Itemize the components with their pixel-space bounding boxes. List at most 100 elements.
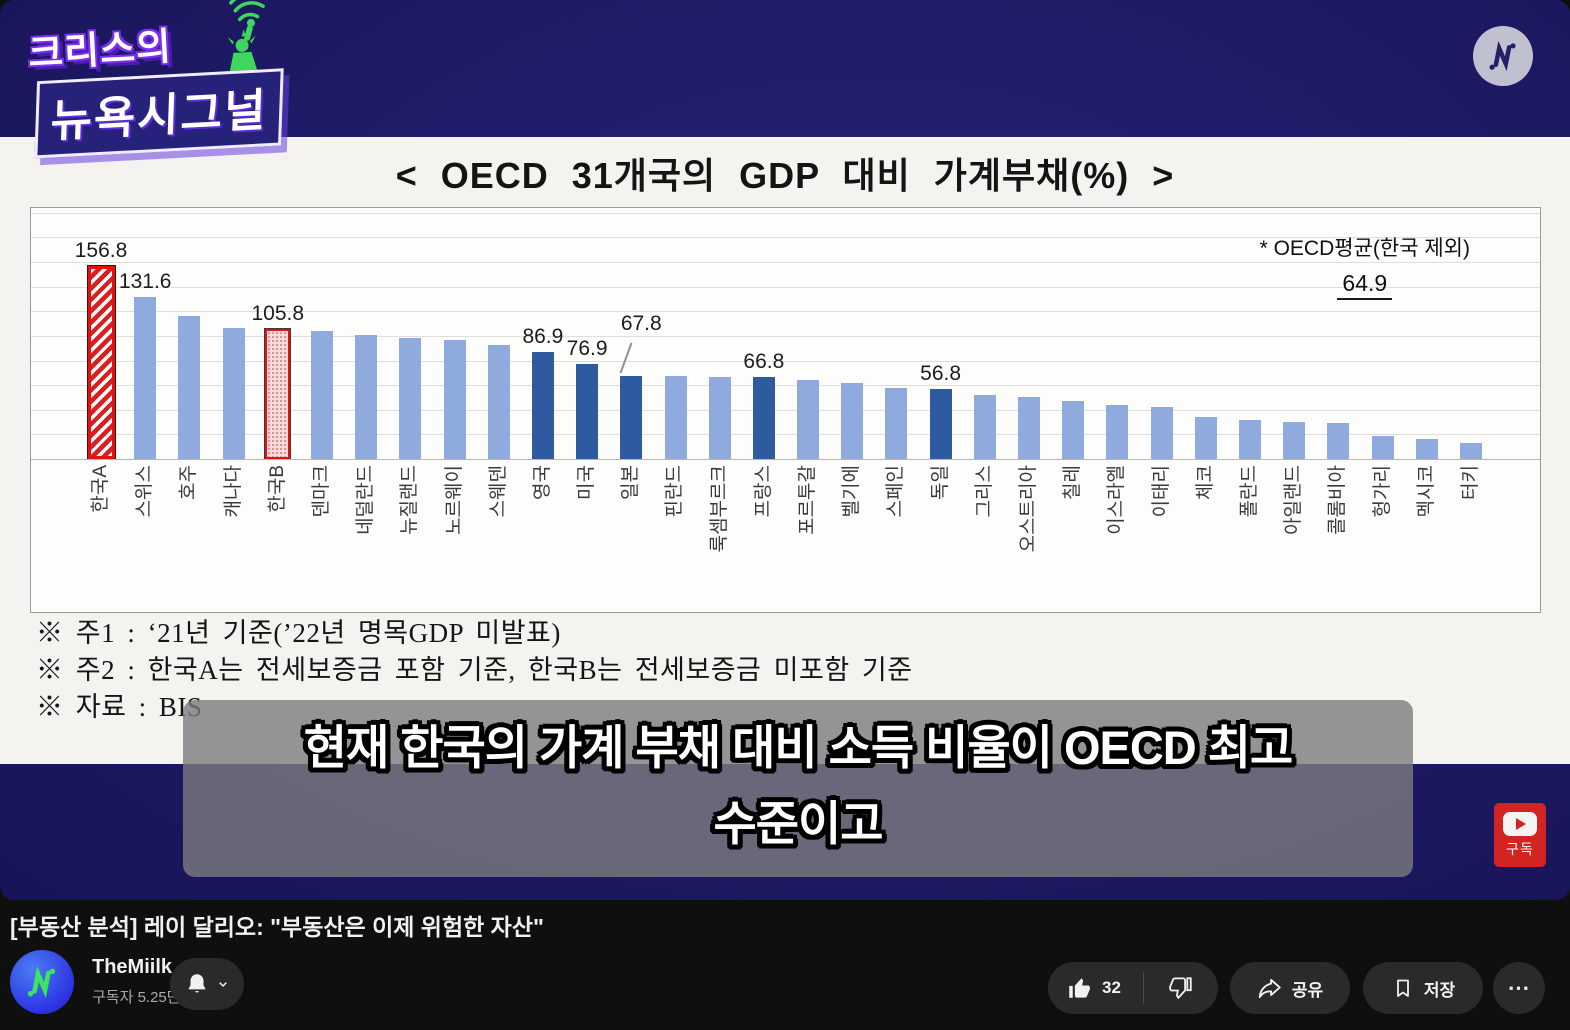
bar-country-label: 벨기에 <box>841 465 863 518</box>
bookmark-icon <box>1391 976 1415 1000</box>
notifications-button[interactable] <box>170 958 244 1010</box>
dislike-button[interactable] <box>1144 962 1218 1014</box>
share-button[interactable]: 공유 <box>1230 962 1350 1014</box>
bar-value-label: 131.6 <box>118 270 172 293</box>
chart-bar-아일랜드 <box>1283 421 1306 459</box>
bar-country-label: 네덜란드 <box>355 465 377 535</box>
bar-country-label: 스웨덴 <box>487 465 509 518</box>
bar-country-label: 한국B <box>266 465 288 513</box>
chart-box: 156.8 한국A 131.6 스위스 호주 캐나다 105.8 한국B 덴마크 네덜란드 뉴질랜드… <box>30 207 1541 613</box>
bar-value-label: 76.9 <box>566 337 608 361</box>
chart-plot-area: 156.8 한국A 131.6 스위스 호주 캐나다 105.8 한국B 덴마크 네덜란드 뉴질랜드… <box>31 208 1540 612</box>
subscribe-watermark-button[interactable]: 구독 <box>1494 803 1546 867</box>
bar-country-label: 일본 <box>620 465 642 500</box>
gridline <box>31 212 1540 214</box>
more-actions-button[interactable]: ⋯ <box>1493 962 1545 1014</box>
like-button[interactable]: 32 <box>1048 962 1143 1014</box>
more-icon: ⋯ <box>1507 975 1531 1000</box>
gridline <box>31 434 1540 436</box>
bar-country-label: 미국 <box>576 465 598 500</box>
bar-country-label: 스페인 <box>885 465 907 518</box>
bar-country-label: 폴란드 <box>1238 465 1260 518</box>
chart-bar-스페인 <box>885 388 908 459</box>
chart-bar-독일 <box>929 389 952 459</box>
bar-country-label: 헝가리 <box>1371 465 1393 518</box>
chart-bar-오스트리아 <box>1018 397 1040 459</box>
bar-country-label: 한국A <box>90 465 111 513</box>
chart-bar-노르웨이 <box>443 339 466 459</box>
chart-bar-벨기에 <box>841 382 864 459</box>
chart-title: < OECD 31개국의 GDP 대비 가계부채(%) > <box>395 155 1175 196</box>
label-leader-line <box>619 342 633 373</box>
chart-bar-이스라엘 <box>1106 404 1129 459</box>
bar-country-label: 콜롬비아 <box>1327 465 1349 535</box>
gridline <box>31 237 1540 239</box>
chart-bar-핀란드 <box>664 375 687 459</box>
x-axis-line <box>31 459 1540 460</box>
caption-overlay: 현재 한국의 가계 부채 대비 소득 비율이 OECD 최고 수준이고 <box>183 700 1413 877</box>
bar-country-label: 그리스 <box>973 465 995 518</box>
bar-country-label: 뉴질랜드 <box>399 465 421 535</box>
bar-country-label: 칠레 <box>1062 465 1084 500</box>
like-dislike-pill: 32 <box>1048 962 1218 1014</box>
save-button[interactable]: 저장 <box>1363 962 1483 1014</box>
chart-bar-일본 <box>620 375 643 459</box>
bar-value-label: 156.8 <box>74 238 128 262</box>
miilk-logo-icon <box>27 966 56 999</box>
chart-bar-콜롬비아 <box>1327 423 1350 459</box>
channel-avatar[interactable] <box>10 950 74 1014</box>
chart-bar-이태리 <box>1150 406 1173 459</box>
chart-bar-프랑스 <box>752 376 775 459</box>
show-logo: 크리스의 뉴욕시그널 <box>27 0 285 159</box>
video-player: 크리스의 뉴욕시그널 <box>0 0 1570 900</box>
bar-country-label: 룩셈부르크 <box>708 465 730 553</box>
chart-bar-미국 <box>576 364 599 459</box>
chart-bar-그리스 <box>973 395 996 459</box>
like-count: 32 <box>1102 978 1121 997</box>
gridline <box>31 409 1540 411</box>
thumb-up-icon <box>1066 975 1092 1001</box>
chart-bar-룩셈부르크 <box>708 376 731 459</box>
bar-country-label: 캐나다 <box>222 465 244 518</box>
chart-bar-체코 <box>1194 417 1217 459</box>
thumb-down-icon <box>1168 975 1194 1001</box>
chart-bar-영국 <box>531 352 554 459</box>
chart-bar-포르투갈 <box>797 379 819 459</box>
chart-bar-멕시코 <box>1415 439 1438 459</box>
bar-value-label: 86.9 <box>522 325 564 349</box>
chart-bar-네덜란드 <box>355 335 378 459</box>
gridline <box>31 360 1540 362</box>
chart-bar-터키 <box>1459 443 1482 459</box>
gridline <box>31 385 1540 387</box>
channel-name[interactable]: TheMiilk <box>92 956 173 978</box>
bar-country-label: 포르투갈 <box>797 465 819 535</box>
note-3: ※ 자료 : BIS <box>36 692 203 722</box>
chart-bar-한국A <box>87 266 115 459</box>
bar-country-label: 아일랜드 <box>1283 465 1305 535</box>
slide: < OECD 31개국의 GDP 대비 가계부채(%) > 156.8 한국A 13… <box>0 137 1570 764</box>
note-2: ※ 주2 : 한국A는 전세보증금 포함 기준, 한국B는 전세보증금 미포함 … <box>36 655 913 685</box>
bar-value-label: 66.8 <box>743 349 785 373</box>
bar-country-label: 체코 <box>1194 465 1216 500</box>
chart-notes: ※ 주1 : ‘21년 기준(’22년 명목GDP 미발표) ※ 주2 : 한국… <box>36 615 913 726</box>
pill-divider <box>1143 972 1144 1004</box>
bar-country-label: 프랑스 <box>752 465 774 518</box>
bar-value-label: 105.8 <box>251 301 305 325</box>
channel-watermark-logo <box>1473 26 1533 86</box>
bar-value-label: 67.8 <box>620 311 662 335</box>
chart-bar-캐나다 <box>222 327 245 459</box>
chart-bar-뉴질랜드 <box>399 338 422 459</box>
note-1: ※ 주1 : ‘21년 기준(’22년 명목GDP 미발표) <box>36 618 561 648</box>
bar-country-label: 호주 <box>178 465 200 500</box>
chart-bar-스위스 <box>134 297 157 459</box>
share-icon <box>1257 975 1283 1001</box>
channel-subscribers: 구독자 5.25만명 <box>92 989 195 1006</box>
miilk-logo-icon <box>1489 40 1516 72</box>
youtube-play-icon <box>1503 811 1537 836</box>
subscribe-watermark-label: 구독 <box>1506 840 1534 857</box>
chart-bar-호주 <box>178 316 201 459</box>
bar-country-label: 노르웨이 <box>443 465 465 535</box>
caption-line1: 현재 한국의 가계 부채 대비 소득 비율이 OECD 최고 <box>303 721 1294 774</box>
watch-page-meta: [부동산 분석] 레이 달리오: "부동산은 이제 위험한 자산" TheMii… <box>0 900 1570 1030</box>
bell-icon <box>184 971 210 997</box>
